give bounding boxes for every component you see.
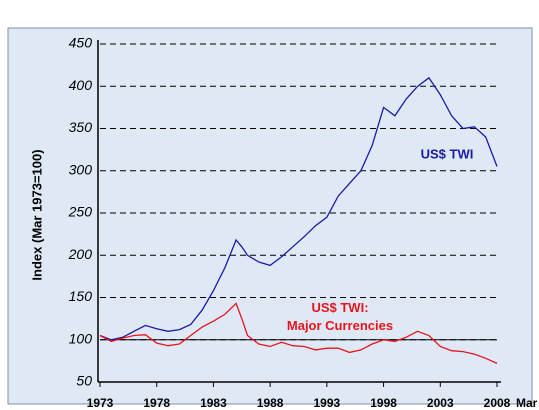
plot-panel — [7, 27, 533, 405]
series-line — [99, 76, 498, 341]
series-label-line: US$ TWI: — [311, 300, 368, 315]
series-label: US$ TWI — [421, 146, 474, 161]
x-tick-label: 1973 — [87, 396, 114, 410]
y-axis-label: Index (Mar 1973=100) — [29, 149, 44, 280]
y-tick-label: 150 — [69, 288, 93, 304]
x-tick-label: 1998 — [370, 396, 397, 410]
x-tick-label: 1988 — [257, 396, 284, 410]
y-tick-label: 450 — [69, 35, 93, 51]
y-tick-label: 50 — [76, 373, 92, 389]
y-tick-label: 250 — [68, 204, 93, 220]
y-tick-label: 100 — [69, 330, 93, 346]
x-tick-label: 1993 — [314, 396, 341, 410]
y-tick-label: 350 — [69, 119, 93, 135]
x-tick-label: 1978 — [143, 396, 170, 410]
x-tick-label: 2003 — [427, 396, 454, 410]
series-line — [99, 302, 498, 364]
x-tick-label: 1983 — [200, 396, 227, 410]
y-tick-label: 300 — [69, 161, 93, 177]
series-label: US$ TWI: Major Currencies — [287, 300, 393, 333]
series-label-line: Major Currencies — [287, 318, 393, 333]
y-tick-label: 400 — [69, 77, 93, 93]
x-end-label: Mar — [516, 396, 538, 410]
y-tick-label: 200 — [68, 246, 93, 262]
x-tick-label: 2008 — [484, 396, 511, 410]
